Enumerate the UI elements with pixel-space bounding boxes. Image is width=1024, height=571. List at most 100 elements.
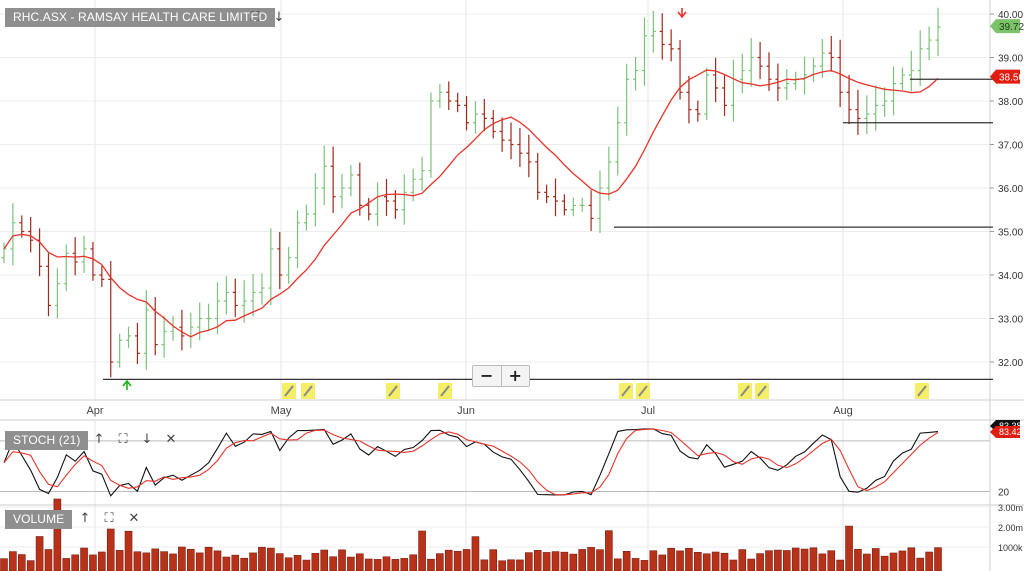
volume-bar <box>213 550 222 571</box>
stochastic-panel: 20 <box>0 428 1010 499</box>
volume-bar <box>187 548 195 571</box>
volume-bar <box>418 530 426 571</box>
volume-bar <box>240 557 248 571</box>
zoom-in-button[interactable]: + <box>500 366 530 386</box>
volume-bar <box>507 559 515 571</box>
arrow-up-icon[interactable]: ↑ <box>79 511 91 526</box>
volume-bar <box>35 536 44 571</box>
month-label: May <box>271 405 292 417</box>
ma-value-tag-bg <box>990 69 1020 84</box>
volume-bar <box>204 546 213 571</box>
volume-bar <box>329 556 337 571</box>
volume-bar <box>854 549 862 571</box>
volume-bar <box>498 560 506 571</box>
pencil-icon[interactable] <box>738 383 752 399</box>
volume-bar <box>800 548 809 571</box>
volume-bar <box>453 551 462 571</box>
volume-bar <box>818 553 827 571</box>
ma-value-tag: 38.50 <box>999 73 1024 84</box>
volume-tick-label: 1000k <box>998 543 1023 553</box>
arrow-up-icon[interactable]: ↑ <box>93 432 105 447</box>
volume-bar <box>26 560 35 571</box>
volume-bar <box>525 552 533 571</box>
pencil-icon[interactable] <box>636 383 650 399</box>
chart-title: RHC.ASX - RAMSAY HEALTH CARE LIMITED <box>5 8 276 27</box>
volume-bar <box>275 553 284 571</box>
expand-icon[interactable]: ⛶ <box>250 10 260 25</box>
volume-bar <box>400 558 409 571</box>
volume-bar <box>142 552 151 571</box>
volume-bar <box>382 556 391 571</box>
month-label: Apr <box>86 405 103 417</box>
pencil-icon[interactable] <box>915 383 929 399</box>
volume-bar <box>89 554 97 571</box>
volume-bar <box>195 552 204 571</box>
volume-bar <box>871 548 880 571</box>
volume-bar <box>516 559 524 571</box>
volume-bar <box>756 553 764 571</box>
volume-bar <box>738 549 747 571</box>
volume-bar <box>880 555 889 571</box>
volume-bar <box>71 554 79 571</box>
month-label: Aug <box>833 405 853 417</box>
price-tick-label: 35.00 <box>998 228 1023 239</box>
close-icon[interactable]: ✕ <box>165 432 177 447</box>
pencil-icon[interactable] <box>438 383 452 399</box>
last-price-tag: 39.72 <box>999 22 1024 33</box>
volume-bar <box>53 498 62 571</box>
volume-bar <box>320 549 329 571</box>
volume-panel: 3.00m 2.00m 1000k <box>0 498 1023 571</box>
volume-bar <box>462 549 471 571</box>
volume-bar <box>409 554 417 571</box>
close-icon[interactable]: ✕ <box>128 511 140 526</box>
volume-bar <box>9 551 17 571</box>
volume-bar <box>587 547 595 571</box>
volume-bar <box>782 550 791 571</box>
zoom-out-button[interactable]: − <box>480 366 494 385</box>
expand-icon[interactable]: ⛶ <box>118 432 128 447</box>
pencil-stroke <box>303 385 313 397</box>
volume-bar <box>836 559 844 571</box>
volume-bar <box>356 553 364 571</box>
pencil-stroke <box>757 385 767 397</box>
sell-arrow-icon <box>677 8 687 19</box>
stoch-d-tag: 83.42 <box>999 427 1022 437</box>
arrow-down-icon[interactable]: ↓ <box>273 10 285 25</box>
pencil-icon[interactable] <box>386 383 400 399</box>
volume-bar <box>489 549 498 571</box>
pencil-icon[interactable] <box>619 383 633 399</box>
month-label: Jul <box>641 405 655 417</box>
volume-bar <box>791 547 800 571</box>
ohlc-bars <box>1 7 941 378</box>
zoom-control: − + <box>472 365 530 387</box>
volume-bar <box>569 553 578 571</box>
volume-bar <box>222 556 231 571</box>
volume-bar <box>311 553 320 571</box>
buy-arrow-icon <box>122 379 132 390</box>
last-price-tag-bg <box>990 19 1020 34</box>
volume-bar <box>98 551 106 571</box>
volume-bar <box>702 553 711 571</box>
volume-bar <box>17 554 26 571</box>
pencil-icon[interactable] <box>301 383 315 399</box>
arrow-down-icon[interactable]: ↓ <box>141 432 153 447</box>
pencil-stroke <box>917 385 927 397</box>
volume-bar <box>436 553 444 571</box>
pencil-icon[interactable] <box>282 383 296 399</box>
volume-bar <box>133 551 142 571</box>
price-tick-label: 36.00 <box>998 184 1023 195</box>
price-tick-label: 39.00 <box>998 54 1023 65</box>
volume-bar <box>347 556 355 571</box>
pencil-stroke <box>388 385 398 397</box>
volume-bar <box>658 554 667 571</box>
volume-bar <box>596 549 604 571</box>
volume-bar <box>649 550 658 571</box>
volume-bar <box>338 549 346 571</box>
expand-icon[interactable]: ⛶ <box>104 511 114 526</box>
stoch-d-line <box>3 428 939 496</box>
pencil-icon[interactable] <box>755 383 769 399</box>
annotation-markers[interactable] <box>282 383 929 399</box>
volume-bar <box>925 551 933 571</box>
volume-bar <box>765 550 773 571</box>
